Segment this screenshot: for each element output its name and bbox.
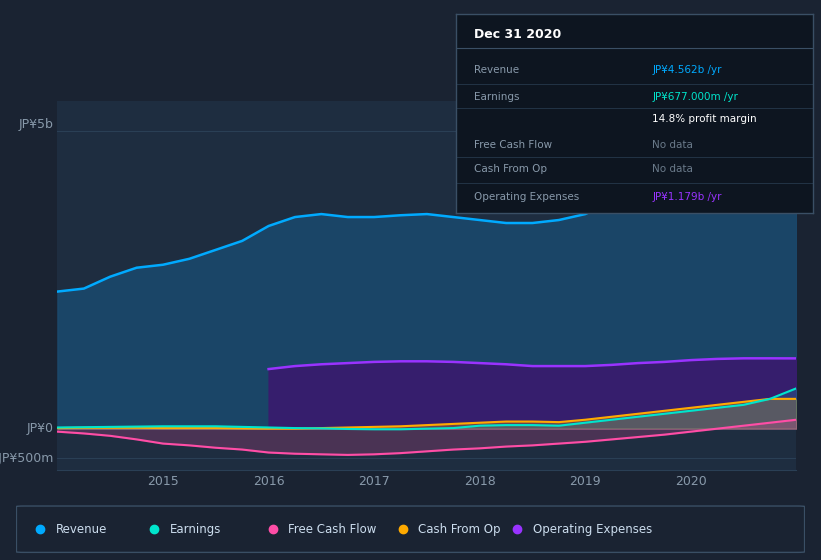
Text: Revenue: Revenue [56,522,108,536]
Text: JP¥5b: JP¥5b [19,118,54,130]
Text: No data: No data [652,164,693,174]
Text: JP¥0: JP¥0 [27,422,54,435]
Text: Cash From Op: Cash From Op [474,164,547,174]
Text: 14.8% profit margin: 14.8% profit margin [652,114,757,124]
Text: JP¥4.562b /yr: JP¥4.562b /yr [652,64,722,74]
Text: Earnings: Earnings [170,522,222,536]
Text: -JP¥500m: -JP¥500m [0,452,54,465]
Text: Cash From Op: Cash From Op [419,522,501,536]
Text: Free Cash Flow: Free Cash Flow [474,140,552,150]
Text: Free Cash Flow: Free Cash Flow [288,522,377,536]
Text: Operating Expenses: Operating Expenses [533,522,652,536]
Text: Operating Expenses: Operating Expenses [474,192,579,202]
Text: Earnings: Earnings [474,92,519,102]
Text: JP¥1.179b /yr: JP¥1.179b /yr [652,192,722,202]
Text: No data: No data [652,140,693,150]
Text: JP¥677.000m /yr: JP¥677.000m /yr [652,92,738,102]
Text: Revenue: Revenue [474,64,519,74]
Text: Dec 31 2020: Dec 31 2020 [474,28,561,41]
